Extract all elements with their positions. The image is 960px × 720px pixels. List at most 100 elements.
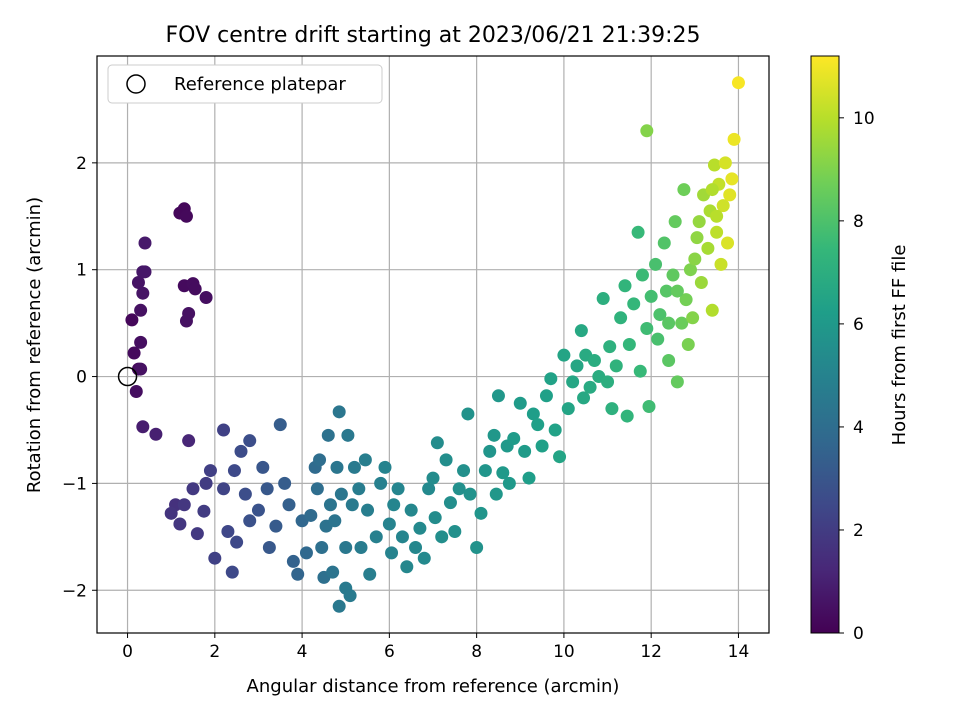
x-tick-label: 2: [209, 642, 220, 662]
data-point: [177, 498, 191, 512]
data-point: [640, 321, 654, 335]
data-point: [491, 389, 505, 403]
colorbar-tick-label: 0: [853, 624, 864, 644]
data-point: [725, 172, 739, 186]
y-tick-label: 0: [76, 368, 87, 388]
legend: Reference platepar: [107, 64, 383, 104]
data-point: [243, 514, 257, 528]
data-point: [470, 541, 484, 555]
y-tick-label: 1: [76, 261, 87, 281]
data-point: [129, 385, 143, 399]
legend-label: Reference platepar: [174, 74, 346, 95]
data-point: [461, 407, 475, 421]
data-point: [221, 524, 235, 538]
chart-title: FOV centre drift starting at 2023/06/21 …: [166, 23, 701, 48]
data-point: [539, 389, 553, 403]
data-point: [354, 541, 368, 555]
data-point: [400, 560, 414, 574]
data-point: [694, 276, 708, 290]
data-point: [134, 303, 148, 317]
data-point: [217, 482, 231, 496]
data-point: [707, 158, 721, 172]
data-point: [705, 303, 719, 317]
data-point: [182, 434, 196, 448]
data-point: [125, 313, 139, 327]
data-point: [633, 364, 647, 378]
data-point: [149, 427, 163, 441]
data-point: [387, 498, 401, 512]
data-point: [217, 423, 231, 437]
reference-platepar-marker: [117, 366, 138, 387]
data-point: [662, 354, 676, 368]
colorbar-label: Hours from first FF file: [889, 245, 910, 446]
data-point: [299, 546, 313, 560]
colorbar: [810, 55, 840, 634]
data-point: [134, 335, 148, 349]
data-point: [548, 423, 562, 437]
data-point: [190, 527, 204, 541]
data-point: [332, 405, 346, 419]
data-point: [426, 471, 440, 485]
data-point: [701, 241, 715, 255]
data-point: [716, 199, 730, 213]
data-point: [334, 487, 348, 501]
data-point: [596, 292, 610, 306]
data-point: [136, 420, 150, 434]
data-point: [330, 460, 344, 474]
data-point: [587, 354, 601, 368]
data-point: [507, 432, 521, 446]
data-point: [535, 439, 549, 453]
data-point: [714, 257, 728, 271]
data-point: [286, 554, 300, 568]
data-point: [557, 348, 571, 362]
data-point: [731, 76, 745, 90]
data-point: [583, 380, 597, 394]
data-point: [577, 391, 591, 405]
data-point: [662, 316, 676, 330]
data-point: [243, 434, 257, 448]
data-point: [417, 551, 431, 565]
data-point: [457, 464, 471, 478]
data-point: [677, 183, 691, 197]
data-point: [230, 535, 244, 549]
data-point: [502, 476, 516, 490]
data-point: [291, 567, 305, 581]
data-point: [310, 482, 324, 496]
colorbar-tick-label: 10: [853, 109, 875, 129]
data-point: [413, 521, 427, 535]
data-point: [487, 428, 501, 442]
data-point: [127, 346, 141, 360]
data-point: [260, 482, 274, 496]
data-point: [670, 375, 684, 389]
data-point: [404, 503, 418, 517]
data-point: [474, 506, 488, 520]
data-point: [134, 362, 148, 376]
data-point: [238, 487, 252, 501]
colorbar-tick-label: 4: [853, 418, 864, 438]
y-tick-label: −1: [62, 474, 87, 494]
data-point: [341, 428, 355, 442]
x-axis-ticks: 0 2 4 6 8 10 12 14: [122, 633, 749, 662]
data-point: [409, 541, 423, 555]
data-point: [561, 402, 575, 416]
data-point: [352, 482, 366, 496]
data-point: [642, 399, 656, 413]
data-point: [347, 460, 361, 474]
data-point: [304, 508, 318, 522]
data-point: [670, 284, 684, 298]
data-point: [321, 428, 335, 442]
data-point: [358, 453, 372, 467]
data-point: [343, 589, 357, 603]
data-point: [644, 289, 658, 303]
data-point: [339, 541, 353, 555]
data-point: [666, 268, 680, 282]
data-point: [197, 504, 211, 518]
legend-box: [107, 64, 383, 104]
x-tick-label: 6: [384, 642, 395, 662]
data-point: [332, 599, 346, 613]
data-point: [570, 359, 584, 373]
data-point: [675, 316, 689, 330]
data-point: [363, 567, 377, 581]
data-point: [328, 514, 342, 528]
y-tick-label: −2: [62, 581, 87, 601]
